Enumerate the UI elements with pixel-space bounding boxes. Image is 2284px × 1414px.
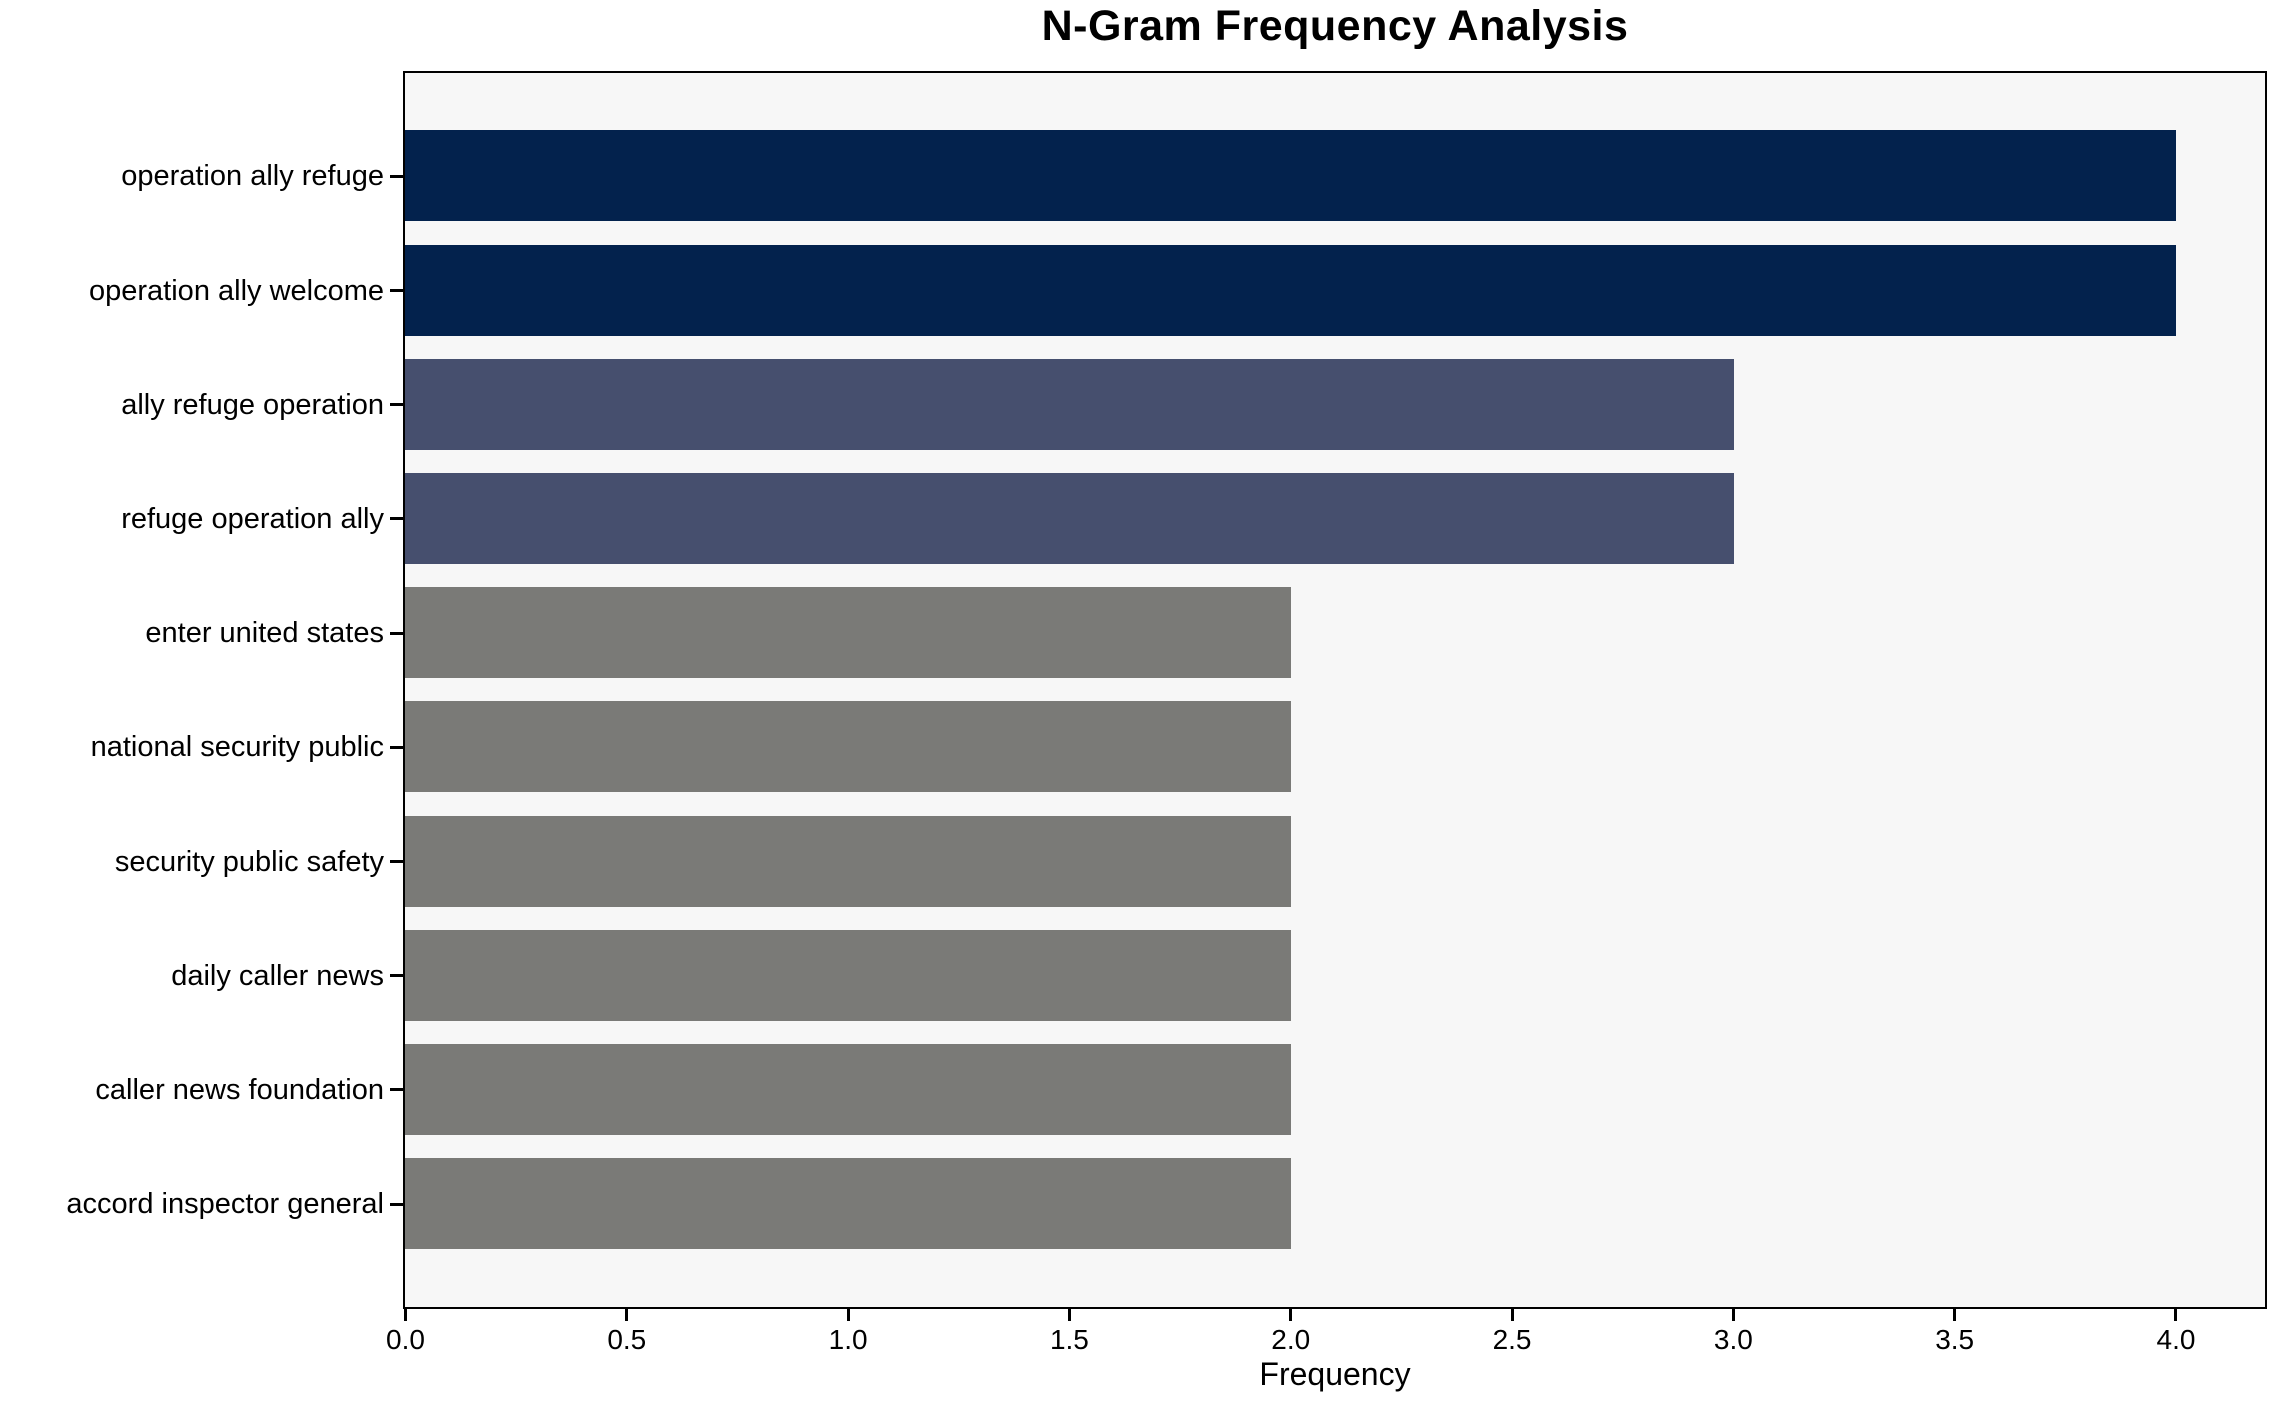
x-tick-label: 4.0 (2156, 1324, 2196, 1355)
bar (405, 244, 2177, 336)
y-tick-mark (390, 403, 403, 407)
y-tick-mark (390, 745, 403, 749)
x-tick-label: 2.5 (1492, 1324, 1532, 1355)
bar (405, 358, 1734, 450)
x-tick-mark (1510, 1309, 1514, 1321)
y-tick-mark (390, 174, 403, 178)
bar (405, 130, 2177, 222)
x-tick-label: 3.5 (1935, 1324, 1975, 1355)
bar (405, 1158, 1291, 1250)
y-tick-label: daily caller news (171, 959, 384, 992)
bar (405, 929, 1291, 1021)
bar (405, 472, 1734, 564)
y-tick-mark (390, 517, 403, 521)
y-tick-label: refuge operation ally (121, 502, 384, 535)
x-tick-label: 2.0 (1271, 1324, 1311, 1355)
x-tick-label: 0.0 (386, 1324, 425, 1355)
x-tick-label: 1.5 (1049, 1324, 1089, 1355)
y-tick-label: operation ally refuge (121, 160, 384, 193)
x-tick-label: 3.0 (1713, 1324, 1753, 1355)
x-tick-mark (1067, 1309, 1071, 1321)
x-tick-label: 1.0 (828, 1324, 868, 1355)
x-tick-mark (2174, 1309, 2178, 1321)
y-tick-mark (390, 1088, 403, 1092)
chart-title: N-Gram Frequency Analysis (1041, 2, 1629, 50)
x-tick-mark (1731, 1309, 1735, 1321)
y-tick-label: caller news foundation (95, 1073, 384, 1106)
bar (405, 587, 1291, 679)
plot-area (403, 71, 2267, 1309)
x-tick-mark (1953, 1309, 1957, 1321)
x-tick-mark (625, 1309, 629, 1321)
bar (405, 1043, 1291, 1135)
x-axis-label: Frequency (1259, 1356, 1411, 1392)
y-tick-mark (390, 631, 403, 635)
y-tick-label: operation ally welcome (89, 274, 384, 307)
x-tick-mark (404, 1309, 407, 1321)
x-tick-mark (846, 1309, 850, 1321)
y-tick-label: enter united states (145, 617, 384, 650)
y-tick-mark (390, 974, 403, 978)
y-tick-mark (390, 289, 403, 292)
y-tick-label: ally refuge operation (121, 388, 384, 421)
y-tick-mark (390, 860, 403, 863)
y-tick-mark (390, 1202, 403, 1206)
y-tick-label: national security public (90, 731, 384, 764)
bar (405, 815, 1291, 907)
bar (405, 701, 1291, 793)
y-tick-label: security public safety (114, 845, 384, 878)
y-tick-label: accord inspector general (66, 1188, 384, 1221)
x-tick-mark (1289, 1309, 1293, 1321)
x-tick-label: 0.5 (607, 1324, 647, 1355)
